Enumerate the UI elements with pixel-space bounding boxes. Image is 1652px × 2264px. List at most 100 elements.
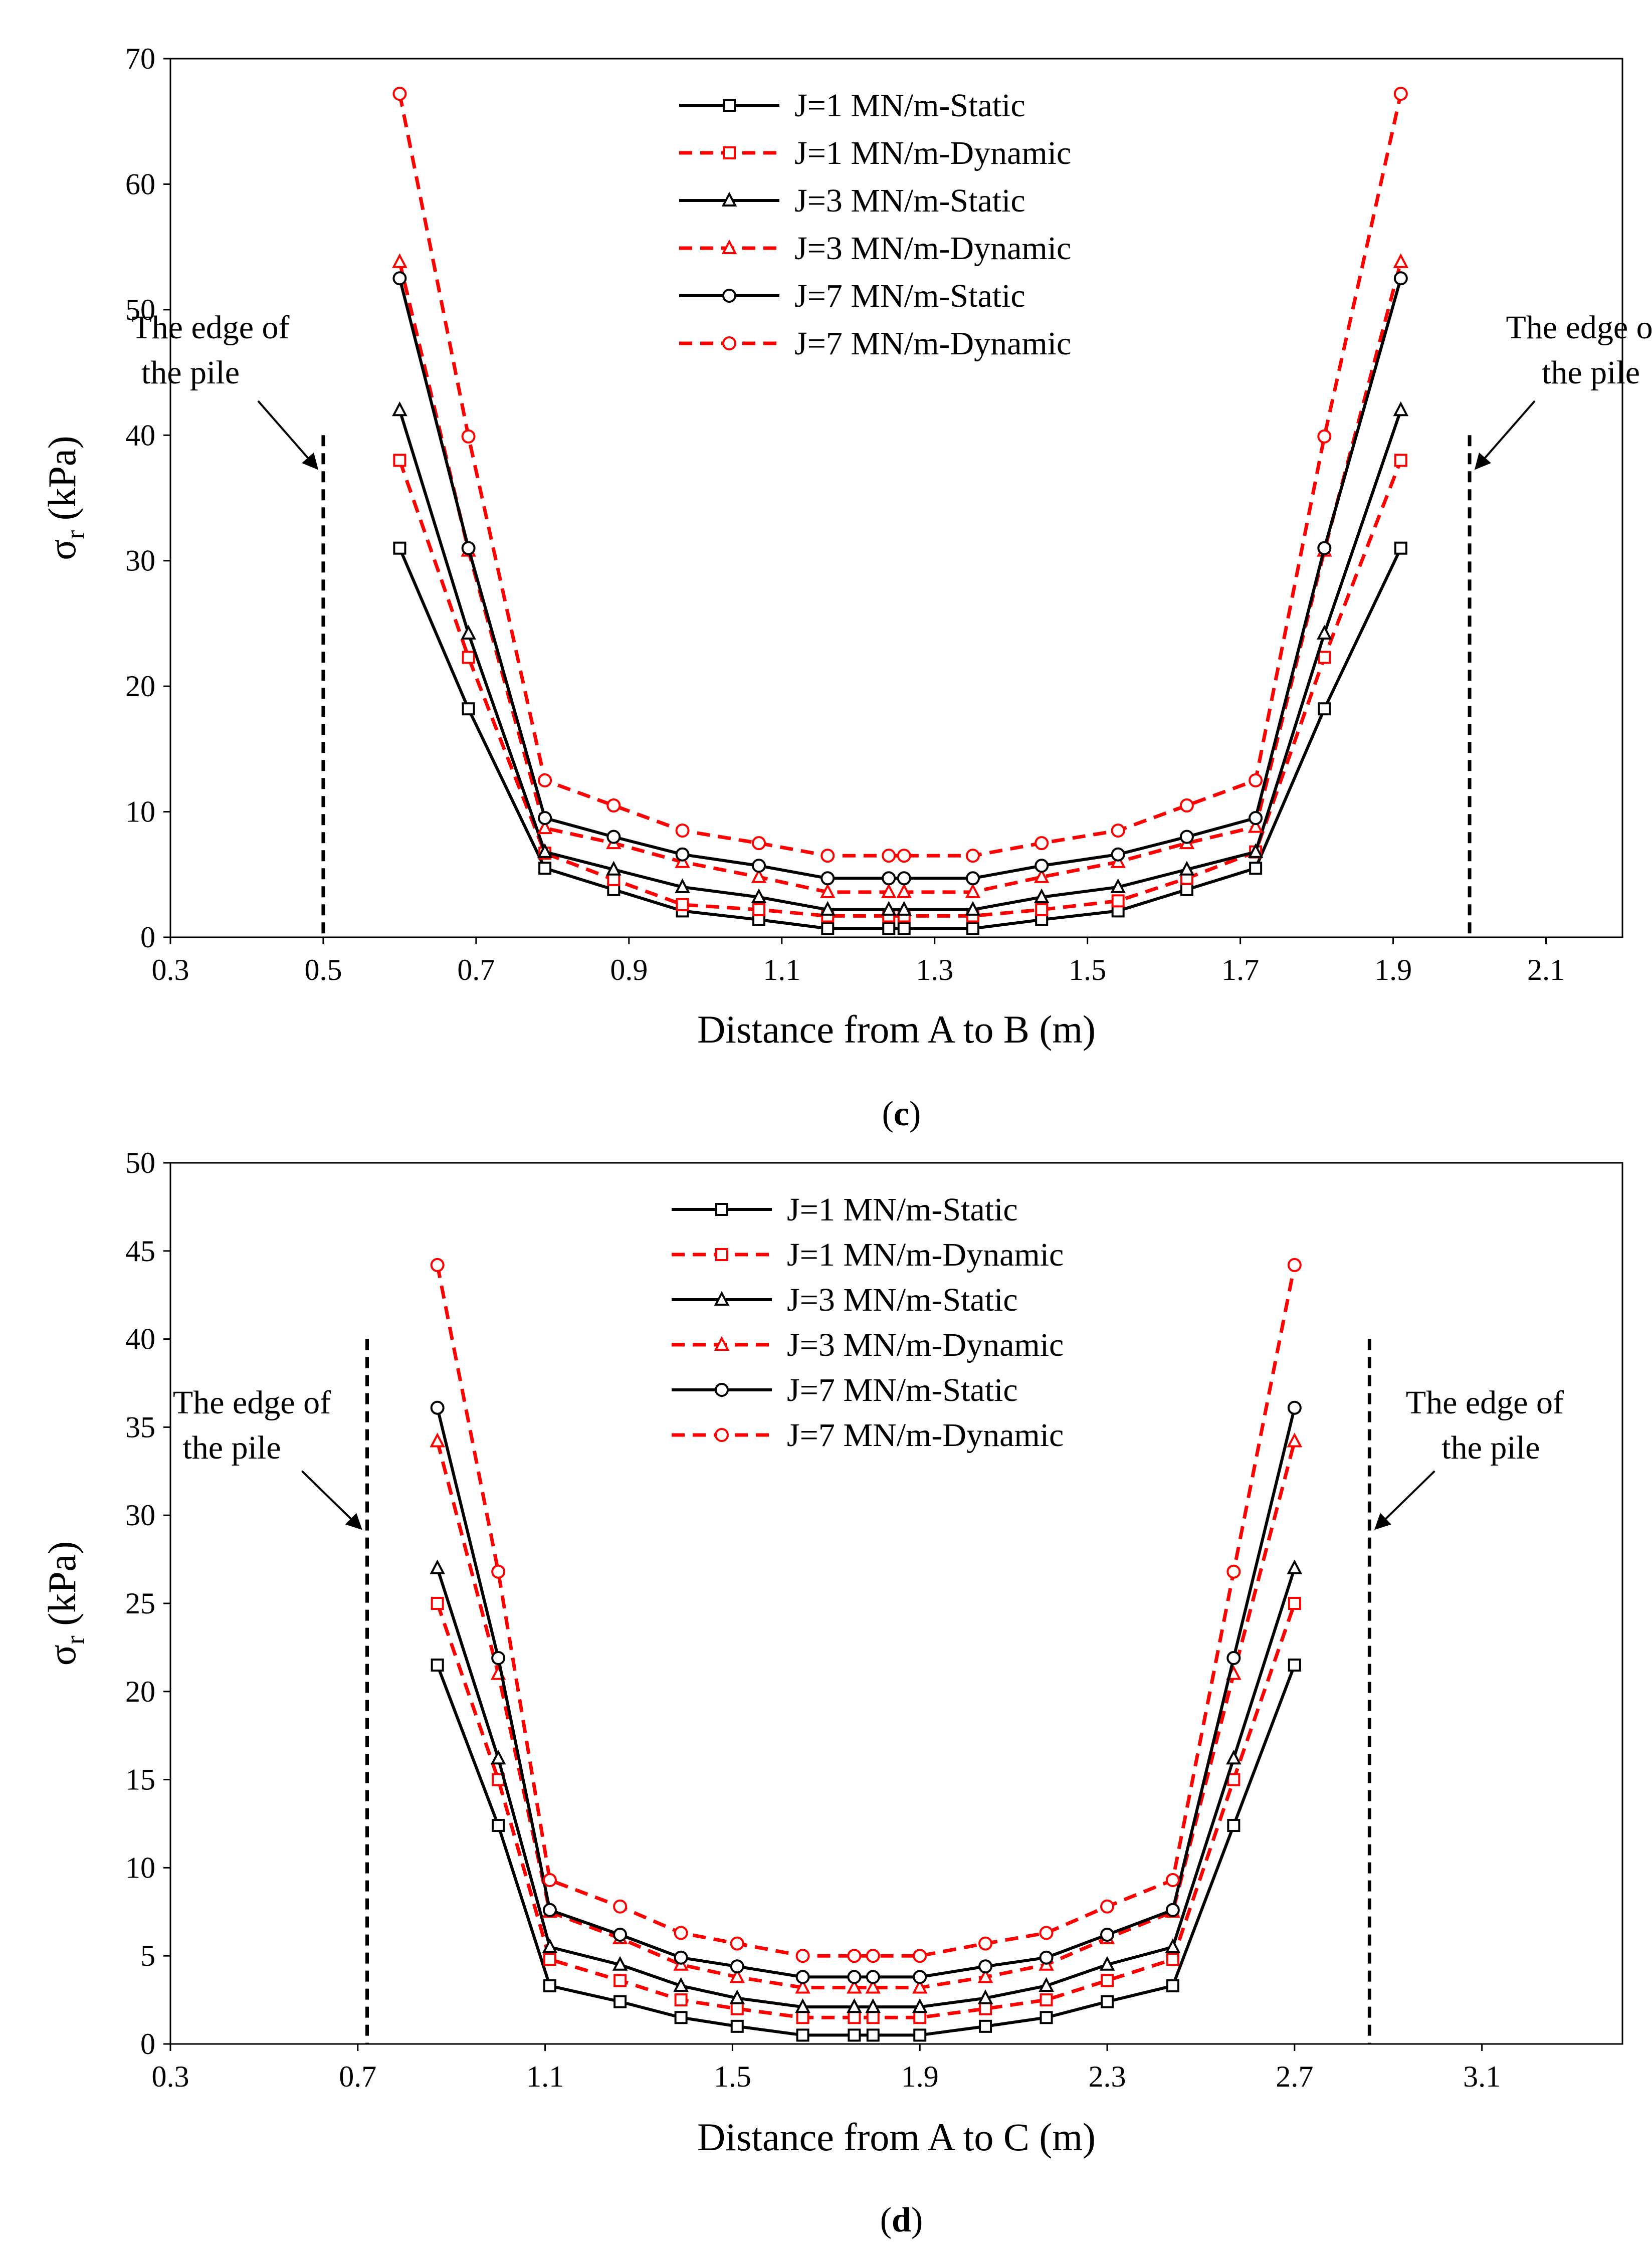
data-point <box>538 773 552 787</box>
legend-marker <box>715 1248 728 1261</box>
data-point <box>392 271 407 286</box>
data-point <box>674 1950 688 1965</box>
pile-edge-annotation-line1: The edge of <box>173 1384 331 1421</box>
x-tick-label: 0.3 <box>152 2060 189 2093</box>
data-point <box>1040 1993 1053 2007</box>
data-point <box>1288 1659 1301 1672</box>
legend-item: J=1 MN/m-Dynamic <box>679 135 1071 171</box>
data-point <box>1288 1597 1301 1610</box>
data-point <box>613 1899 628 1914</box>
data-point <box>882 871 896 886</box>
y-axis-unit: (kPa) <box>40 436 84 530</box>
legend-item: J=3 MN/m-Static <box>679 182 1025 219</box>
data-point <box>613 1995 627 2008</box>
data-point <box>1101 1974 1114 1987</box>
plot-frame <box>169 58 1623 938</box>
data-point <box>866 2011 880 2024</box>
data-point <box>1318 702 1331 716</box>
series-line <box>398 409 1402 911</box>
data-point <box>965 883 981 898</box>
legend-item: J=1 MN/m-Static <box>679 87 1025 124</box>
data-point <box>491 1651 506 1665</box>
legend-label: J=1 MN/m-Dynamic <box>794 135 1071 171</box>
data-point <box>865 1979 881 1994</box>
figure-caption: (c) <box>882 1095 921 1133</box>
data-point <box>966 922 979 935</box>
legend-label: J=3 MN/m-Static <box>787 1282 1018 1318</box>
data-point <box>1226 1564 1241 1579</box>
x-axis-label: Distance from A to B (m) <box>697 1007 1096 1051</box>
series-line <box>436 1567 1296 2009</box>
y-axis-symbol: σ <box>40 1644 84 1666</box>
data-point <box>897 922 911 935</box>
data-point <box>977 1989 993 2004</box>
series-line <box>436 1265 1297 1958</box>
y-tick-label: 50 <box>125 1146 155 1179</box>
legend-marker <box>715 1383 729 1397</box>
data-point <box>1318 651 1331 664</box>
y-axis-unit: (kPa) <box>40 1541 84 1635</box>
legend-label: J=1 MN/m-Dynamic <box>787 1237 1064 1273</box>
data-point <box>1111 847 1125 862</box>
data-point <box>1180 883 1193 896</box>
data-point <box>751 888 767 903</box>
y-tick-label: 15 <box>125 1763 155 1796</box>
x-tick-label: 1.9 <box>901 2060 939 2093</box>
x-tick-label: 0.7 <box>457 953 495 986</box>
data-point <box>1287 1258 1302 1272</box>
x-tick-label: 1.7 <box>1221 953 1259 986</box>
data-point <box>847 1998 862 2013</box>
series-line <box>398 547 1402 930</box>
data-point <box>912 1979 928 1994</box>
series-line <box>398 278 1402 880</box>
legend-marker <box>722 336 736 350</box>
data-point <box>1034 888 1050 903</box>
data-point <box>1394 454 1407 467</box>
data-point <box>1317 429 1332 444</box>
data-point <box>897 871 911 886</box>
data-point <box>1227 1773 1241 1786</box>
data-point <box>847 1970 862 1984</box>
data-point <box>848 2028 861 2042</box>
x-tick-label: 0.5 <box>304 953 342 986</box>
legend-label: J=3 MN/m-Static <box>794 182 1025 219</box>
data-point <box>1287 1559 1303 1574</box>
legend-marker <box>721 239 737 254</box>
y-tick-label: 35 <box>125 1410 155 1444</box>
data-point <box>1035 836 1049 851</box>
data-point <box>462 651 475 664</box>
y-tick-label: 20 <box>125 1675 155 1708</box>
data-point <box>538 811 552 826</box>
legend-label: J=3 MN/m-Dynamic <box>787 1327 1064 1363</box>
data-point <box>392 401 407 417</box>
data-point <box>897 849 911 863</box>
x-tick-label: 1.3 <box>916 953 953 986</box>
data-point <box>882 849 896 863</box>
data-point <box>1226 1750 1242 1765</box>
pile-edge-annotation-line2: the pile <box>1542 354 1640 391</box>
x-tick-label: 0.7 <box>339 2060 376 2093</box>
legend-label: J=7 MN/m-Dynamic <box>787 1417 1064 1454</box>
y-tick-label: 0 <box>140 921 155 954</box>
data-point <box>613 1928 628 1942</box>
data-point <box>393 454 406 467</box>
data-point <box>490 1750 506 1765</box>
data-point <box>866 2028 880 2042</box>
legend-item: J=3 MN/m-Dynamic <box>672 1327 1064 1363</box>
data-point <box>1039 1977 1054 1992</box>
data-point <box>1100 1928 1115 1942</box>
data-point <box>881 883 897 898</box>
pile-edge-annotation-line2: the pile <box>182 1429 281 1466</box>
data-point <box>978 1936 993 1951</box>
y-tick-label: 0 <box>140 2027 155 2061</box>
data-point <box>1226 1651 1241 1665</box>
figure-caption: (d) <box>880 2201 923 2239</box>
series-line <box>398 261 1403 894</box>
data-point <box>537 843 553 858</box>
data-point <box>913 2028 927 2042</box>
data-point <box>543 1953 556 1966</box>
data-point <box>675 847 690 862</box>
data-point <box>1111 894 1125 908</box>
y-tick-label: 50 <box>125 293 155 326</box>
